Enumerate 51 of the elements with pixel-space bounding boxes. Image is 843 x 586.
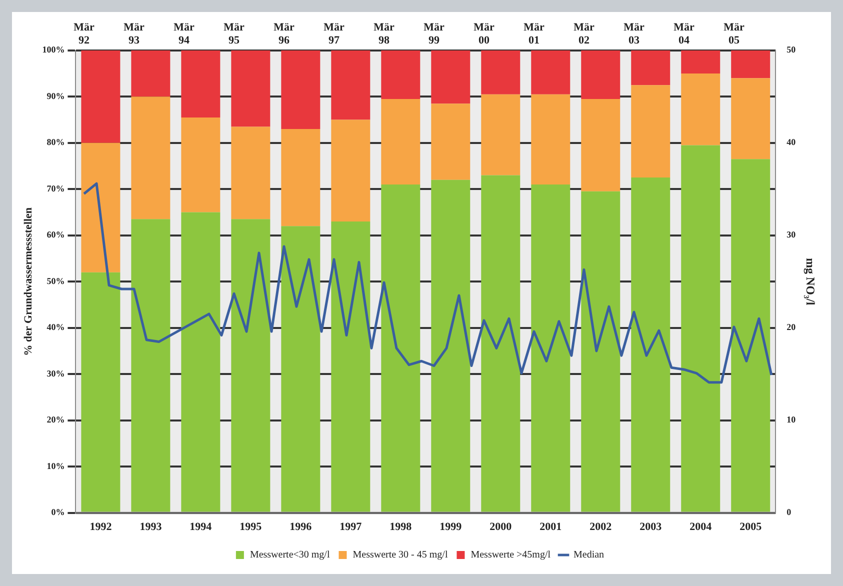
y-tick-label: 0%: [51, 507, 65, 518]
y-tick-label: 70%: [46, 183, 65, 194]
x2-tick-label: Mär 05: [724, 21, 744, 47]
y-tick-label: 50%: [46, 276, 65, 286]
x2-tick-label: Mär 98: [374, 21, 394, 47]
y2-tick-label: 20: [786, 322, 796, 332]
y-tick-label: 20%: [46, 414, 65, 425]
x-tick-label: 2003: [640, 521, 662, 534]
y2-tick-label: 10: [786, 414, 796, 425]
y2-tick-label: 0: [786, 507, 792, 518]
y-tick-label: 60%: [46, 230, 65, 240]
y2-tick-label: 50: [786, 44, 796, 55]
x-tick-label: 2001: [540, 521, 562, 534]
x-tick-label: 2002: [590, 521, 612, 534]
x2-tick-label: Mär 03: [624, 21, 644, 47]
y-tick-label: 40%: [46, 322, 65, 332]
y2-tick-label: 40: [786, 137, 796, 148]
legend-label: Messwerte >45mg/l: [470, 550, 551, 561]
x2-tick-label: Mär 93: [124, 21, 145, 47]
y-tick-label: 100%: [42, 44, 65, 55]
x2-tick-label: Mär 96: [274, 21, 295, 47]
x-tick-label: 1999: [440, 521, 462, 534]
y-tick-label: 80%: [46, 137, 65, 148]
y2-tick-label: 30: [786, 230, 796, 240]
x2-tick-label: Mär 94: [174, 21, 195, 47]
x2-tick-label: Mär 00: [474, 21, 494, 47]
y2-axis-title: mg NO₃/l: [804, 258, 818, 306]
x-tick-label: 1993: [140, 521, 162, 534]
y-axis-title: % der Grundwassermessstellen: [22, 207, 34, 356]
x-tick-label: 1995: [240, 521, 262, 534]
x-tick-label: 1998: [390, 521, 412, 534]
legend-label: Messwerte 30 - 45 mg/l: [352, 550, 448, 561]
x-tick-label: 2000: [490, 521, 512, 534]
y-tick-label: 10%: [46, 460, 65, 471]
x-tick-label: 2005: [740, 521, 762, 534]
x2-tick-label: Mär 02: [574, 21, 594, 47]
legend-label: Messwerte<30 mg/l: [250, 550, 330, 561]
x-tick-label: 1996: [290, 521, 312, 534]
x2-tick-label: Mär 95: [224, 21, 245, 47]
x-tick-label: 1992: [90, 521, 112, 534]
x-tick-label: 1997: [340, 521, 362, 534]
x-tick-label: 2004: [690, 521, 712, 534]
x-tick-label: 1994: [190, 521, 212, 534]
x2-tick-label: Mär 04: [674, 21, 694, 47]
x2-tick-label: Mär 99: [424, 21, 444, 47]
y-tick-label: 30%: [46, 368, 65, 378]
legend-label: Median: [574, 550, 604, 561]
x2-tick-label: Mär 92: [74, 21, 95, 47]
y-tick-label: 90%: [46, 90, 65, 101]
x2-tick-label: Mär 97: [324, 21, 344, 47]
x2-tick-label: Mär 01: [524, 21, 544, 47]
